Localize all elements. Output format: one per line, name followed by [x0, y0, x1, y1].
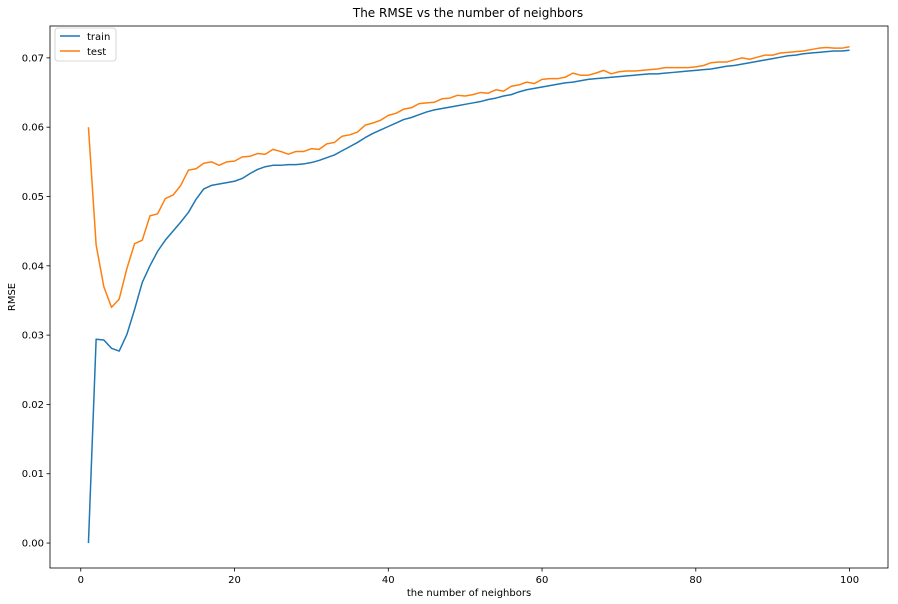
series-layer — [87, 46, 850, 544]
x-tick-label: 20 — [228, 575, 241, 586]
x-axis: 0 20 40 60 80 100 — [78, 568, 859, 586]
plot-background — [50, 26, 888, 568]
x-tick-label: 80 — [689, 575, 702, 586]
x-tick-label: 100 — [840, 575, 859, 586]
y-tick-label: 0.01 — [22, 469, 44, 480]
y-tick-label: 0.02 — [22, 400, 44, 411]
legend-label-test: test — [87, 47, 106, 58]
y-tick-label: 0.06 — [22, 123, 44, 134]
y-axis: 0.00 0.01 0.02 0.03 0.04 0.05 0.06 0.07 — [22, 53, 50, 550]
y-tick-label: 0.05 — [22, 192, 44, 203]
x-tick-label: 40 — [382, 575, 395, 586]
y-axis-label: RMSE — [7, 283, 18, 311]
legend-label-train: train — [87, 32, 110, 43]
series-line-test — [87, 46, 850, 309]
plot-area — [49, 25, 889, 569]
series-line-train — [87, 49, 850, 544]
y-tick-label: 0.03 — [22, 331, 44, 342]
plot-frame — [49, 25, 889, 569]
x-tick-label: 0 — [78, 575, 84, 586]
y-tick-label: 0.07 — [22, 53, 44, 64]
chart-title: The RMSE vs the number of neighbors — [352, 6, 583, 20]
x-tick-label: 60 — [536, 575, 549, 586]
legend: train test — [54, 27, 117, 62]
x-axis-label: the number of neighbors — [407, 588, 531, 599]
y-tick-label: 0.00 — [22, 539, 44, 550]
y-tick-label: 0.04 — [22, 261, 44, 272]
